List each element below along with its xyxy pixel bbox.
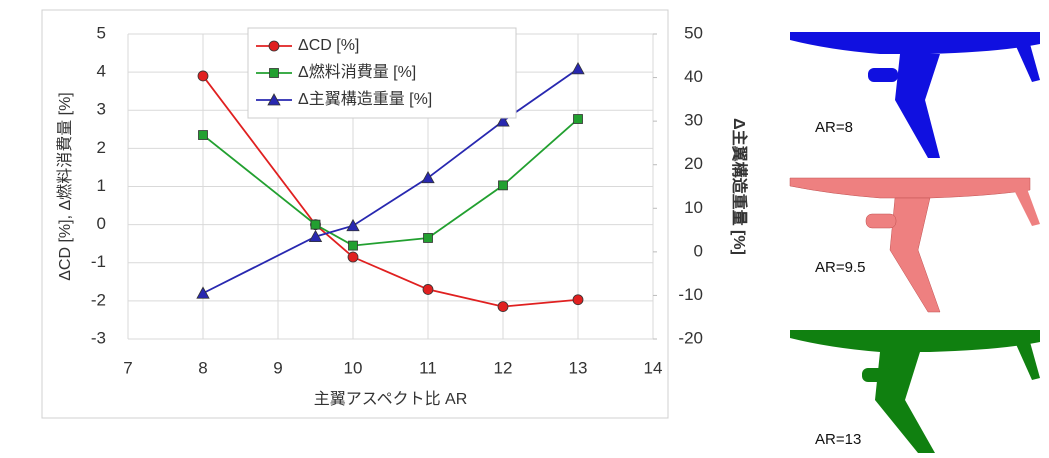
marker [348, 240, 358, 251]
y-axis-title: ΔCD [%], Δ燃料消費量 [%] [56, 92, 74, 281]
x-tick-label: 12 [494, 358, 513, 377]
marker [573, 114, 583, 124]
series-line [202, 75, 579, 308]
marker [346, 218, 360, 232]
marker [423, 233, 433, 243]
legend-label: ΔCD [%] [298, 37, 359, 54]
legend-marker [268, 40, 280, 52]
image-label: AR=9.5 [815, 259, 865, 276]
y2-tick-label: -20 [678, 328, 703, 347]
y-tick-label: 4 [97, 62, 106, 81]
marker [572, 294, 584, 306]
series-line [202, 118, 579, 247]
marker [347, 251, 359, 263]
y-tick-label: 3 [97, 100, 106, 119]
x-tick-label: 11 [419, 358, 437, 377]
aircraft-ar13: AR=13 [790, 330, 1040, 453]
legend-label: Δ主翼構造重量 [%] [298, 90, 432, 108]
x-tick-label: 8 [198, 358, 207, 377]
marker [498, 180, 508, 191]
x-tick-label: 13 [569, 358, 588, 377]
legend-label: Δ燃料消費量 [%] [298, 63, 416, 81]
y-tick-label: -2 [91, 290, 106, 309]
aircraft-ar95: AR=9.5 [789, 177, 1040, 313]
y2-tick-label: 30 [684, 111, 703, 130]
x-tick-label: 7 [123, 358, 132, 377]
y-tick-label: 2 [97, 138, 106, 157]
y-tick-label: -1 [91, 252, 106, 271]
image-label: AR=13 [815, 431, 861, 448]
y2-tick-label: 50 [684, 23, 703, 42]
marker [197, 70, 209, 82]
y-tick-label: 5 [97, 23, 106, 42]
y2-tick-label: 40 [684, 67, 703, 86]
aircraft-ar8: AR=8 [790, 32, 1040, 158]
x-tick-label: 9 [273, 358, 282, 377]
x-tick-label: 14 [644, 358, 663, 377]
y2-tick-label: 0 [694, 241, 703, 260]
y-tick-label: 0 [97, 214, 106, 233]
y-tick-label: 1 [97, 176, 106, 195]
y2-tick-label: 10 [684, 198, 703, 217]
marker [422, 284, 434, 295]
marker [421, 170, 435, 184]
legend-box [247, 27, 517, 119]
marker [571, 62, 585, 75]
marker [308, 229, 323, 243]
y2-tick-label: -10 [678, 285, 703, 304]
image-label: AR=8 [815, 119, 853, 136]
y2-axis-title: Δ主翼構造重量 [%] [730, 118, 749, 255]
marker [310, 219, 321, 230]
legend-marker [269, 68, 279, 78]
y-tick-label: -3 [91, 328, 106, 347]
marker [497, 301, 509, 312]
y2-tick-label: 20 [684, 154, 703, 173]
marker [196, 286, 210, 299]
x-axis-title: 主翼アスペクト比 AR [314, 390, 468, 408]
marker [198, 130, 208, 140]
marker [496, 114, 510, 127]
x-tick-label: 10 [344, 358, 363, 377]
legend-marker [267, 93, 281, 106]
